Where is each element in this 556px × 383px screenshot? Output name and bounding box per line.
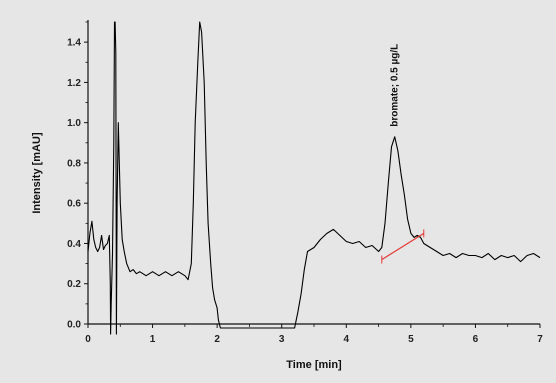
- y-axis-title: Intensity [mAU]: [31, 132, 43, 214]
- y-tick-label: 0.4: [67, 239, 81, 250]
- y-tick-label: 0.6: [67, 199, 81, 210]
- series: [87, 21, 541, 335]
- x-tick-label: 1: [150, 334, 156, 345]
- x-tick-label: 2: [214, 334, 220, 345]
- x-tick-label: 5: [408, 334, 414, 345]
- y-tick-label: 0.8: [67, 158, 81, 169]
- labels: Time [min] Intensity [mAU] bromate; 0.5 µg…: [31, 44, 401, 371]
- signal-trace: [87, 21, 541, 335]
- baseline-integration-line: [381, 232, 425, 261]
- peak-annotation: bromate; 0.5 µg/L: [390, 44, 401, 127]
- x-tick-label: 0: [85, 334, 91, 345]
- y-tick-label: 0.0: [67, 320, 81, 331]
- y-tick-label: 1.2: [67, 78, 81, 89]
- x-axis-title: Time [min]: [286, 359, 342, 371]
- y-tick-label: 0.2: [67, 279, 81, 290]
- x-tick-label: 3: [279, 334, 285, 345]
- axes: [87, 20, 540, 325]
- y-tick-label: 1.0: [67, 118, 81, 129]
- x-tick-label: 4: [344, 334, 350, 345]
- x-tick-label: 6: [473, 334, 479, 345]
- ticks: 0 1 2 3 4 5 6 7 0.0 0.2 0.4 0.6 0.8 1.0 1.2 1.4: [67, 21, 543, 345]
- x-tick-label: 7: [537, 334, 543, 345]
- y-tick-label: 1.4: [67, 38, 81, 49]
